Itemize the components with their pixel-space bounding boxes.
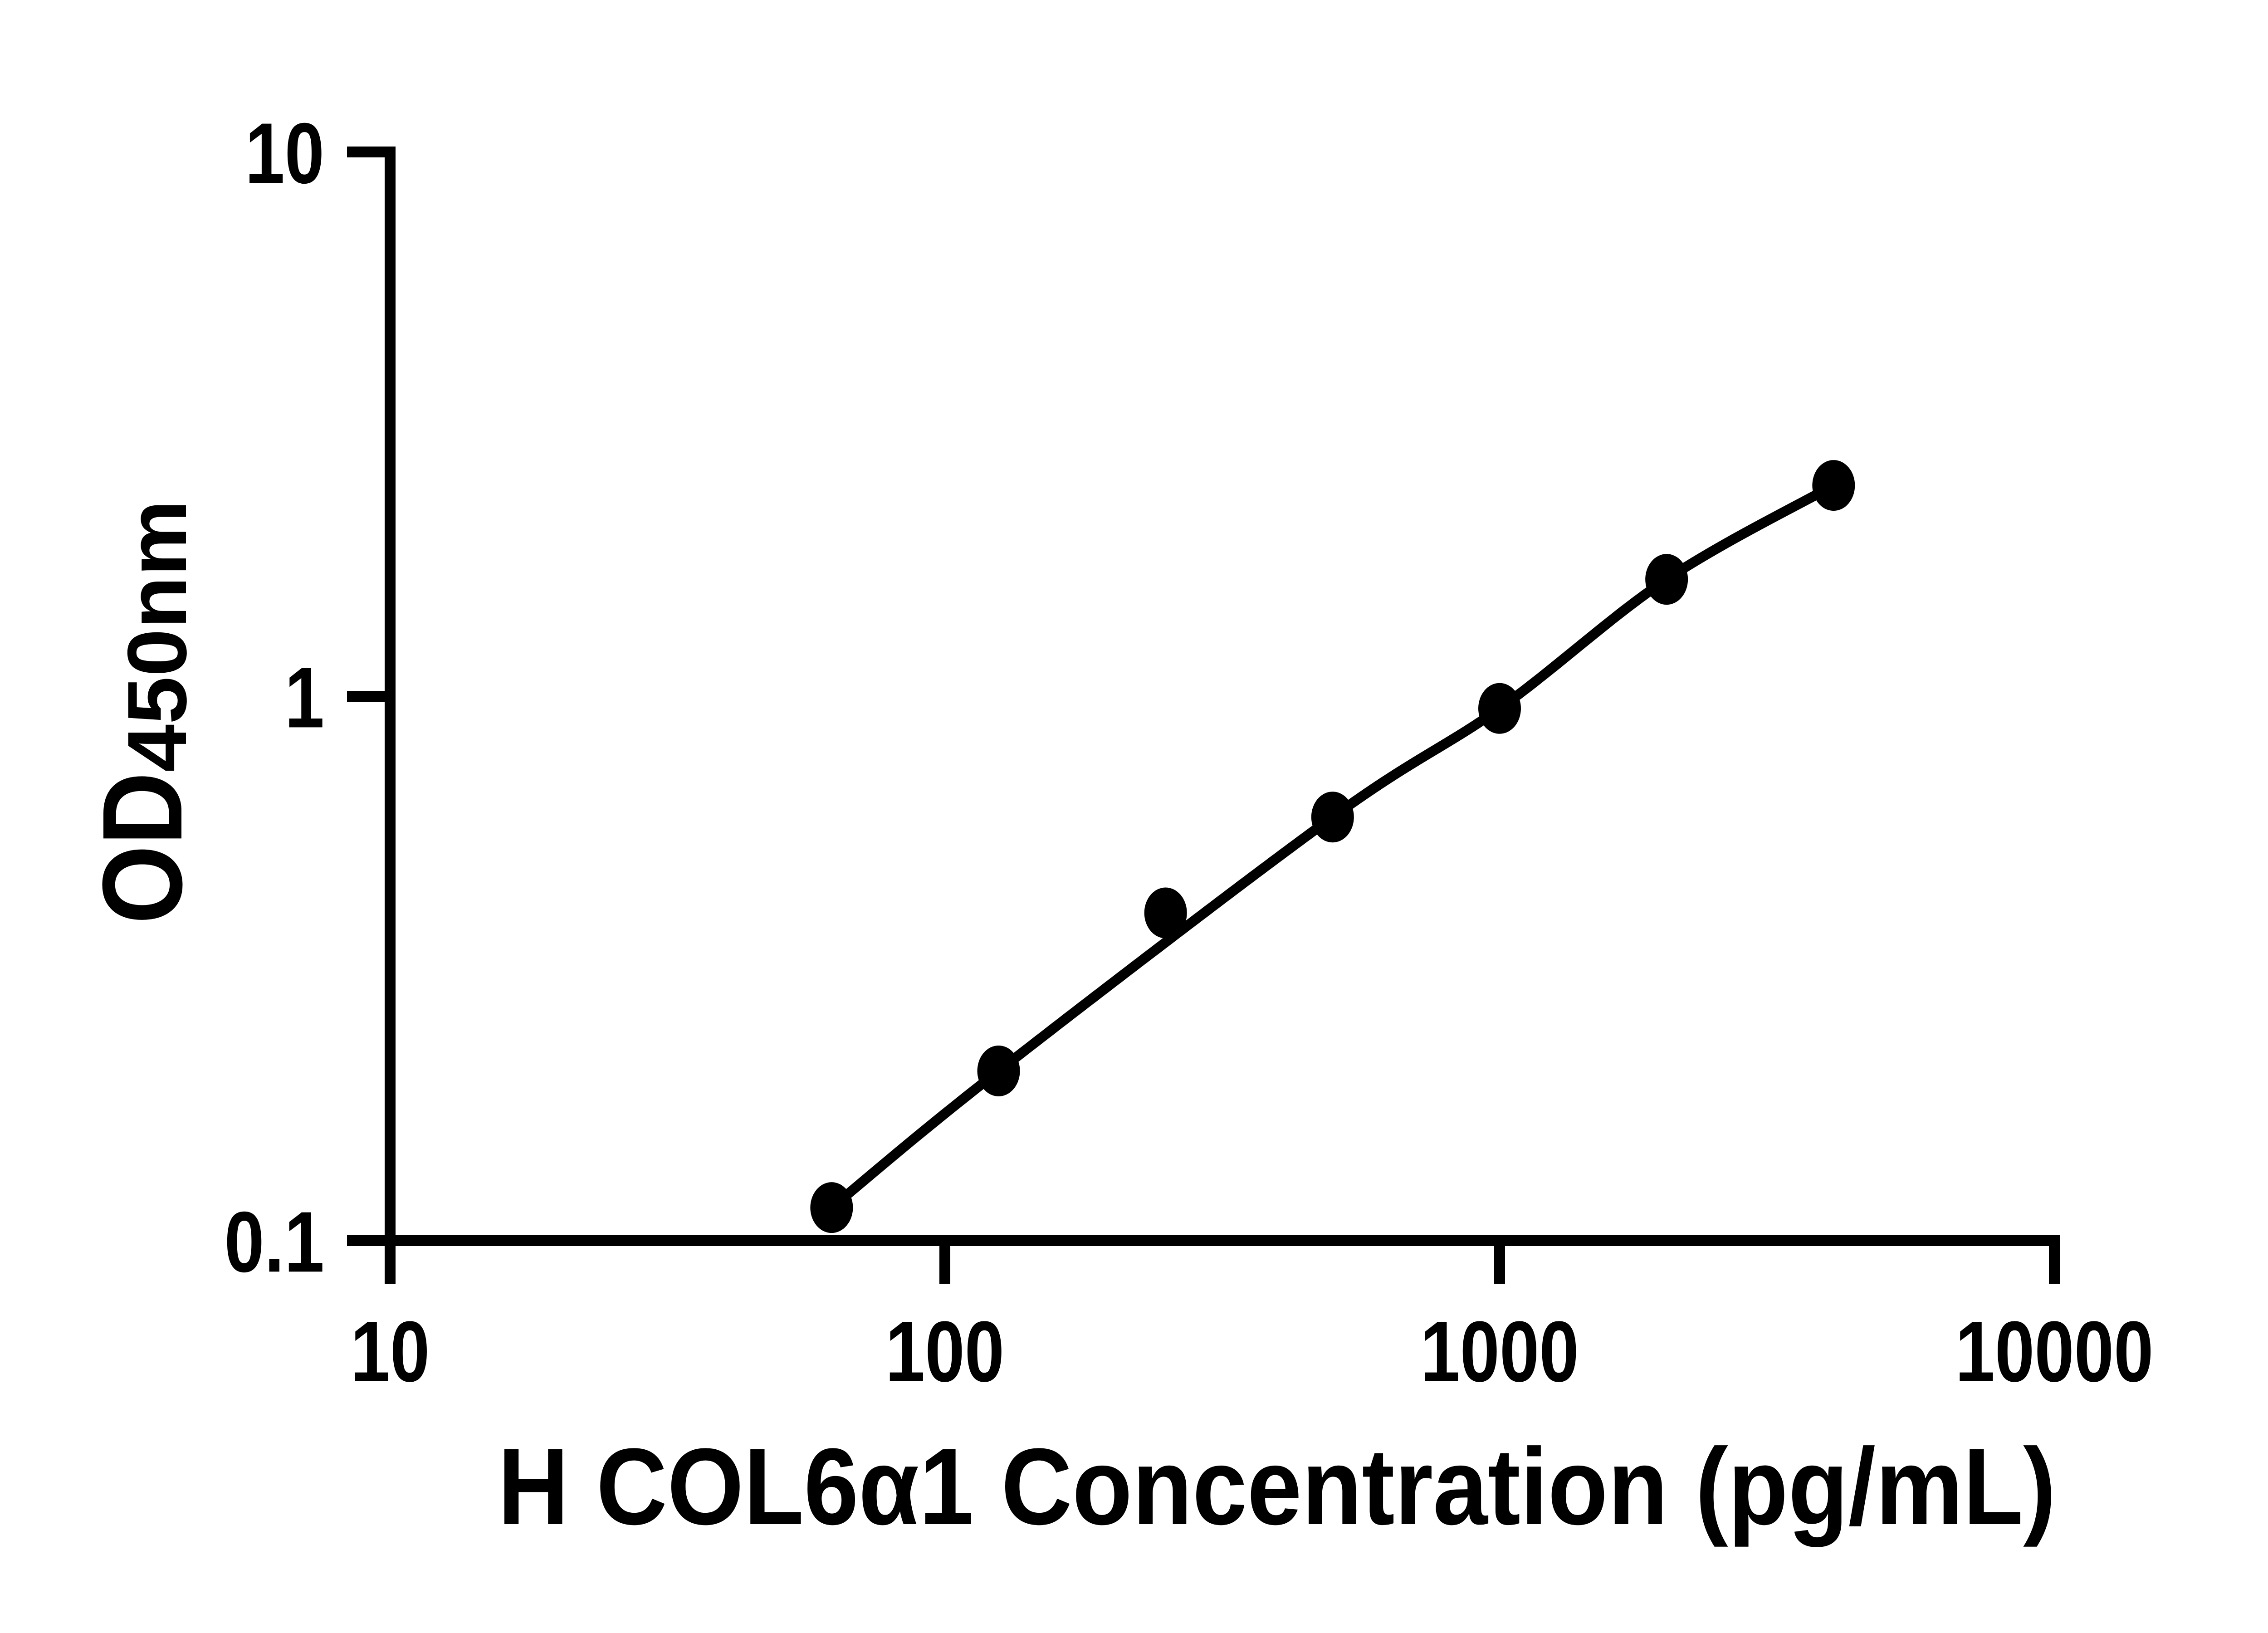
data-point (1478, 683, 1521, 734)
x-tick-label: 100 (885, 1304, 1004, 1400)
x-axis-line (390, 1235, 2060, 1284)
y-tick-label: 1 (285, 650, 324, 746)
x-axis-title: H COL6α1 Concentration (pg/mL) (498, 1426, 2056, 1547)
y-axis-title: OD450nm (79, 500, 205, 924)
data-point (1645, 554, 1688, 605)
axes-layer (347, 147, 2060, 1284)
tick-labels-layer: 10 1 0.1 10 100 1000 10000 (225, 105, 2154, 1400)
data-point (1812, 460, 1855, 511)
data-point (1311, 792, 1354, 843)
y-tick-label: 10 (245, 105, 324, 201)
data-point (810, 1182, 853, 1233)
y-tick-label: 0.1 (225, 1194, 324, 1290)
ticks-layer (347, 147, 2060, 1284)
y-axis-title-subscript: 450nm (111, 500, 204, 772)
data-point (977, 1045, 1020, 1096)
x-tick-label: 10000 (1955, 1304, 2154, 1400)
series-layer (810, 460, 1855, 1233)
x-tick-label: 10 (351, 1304, 430, 1400)
data-point (1144, 887, 1187, 939)
x-tick-label: 1000 (1420, 1304, 1579, 1400)
y-axis-title-main: OD (79, 772, 205, 924)
